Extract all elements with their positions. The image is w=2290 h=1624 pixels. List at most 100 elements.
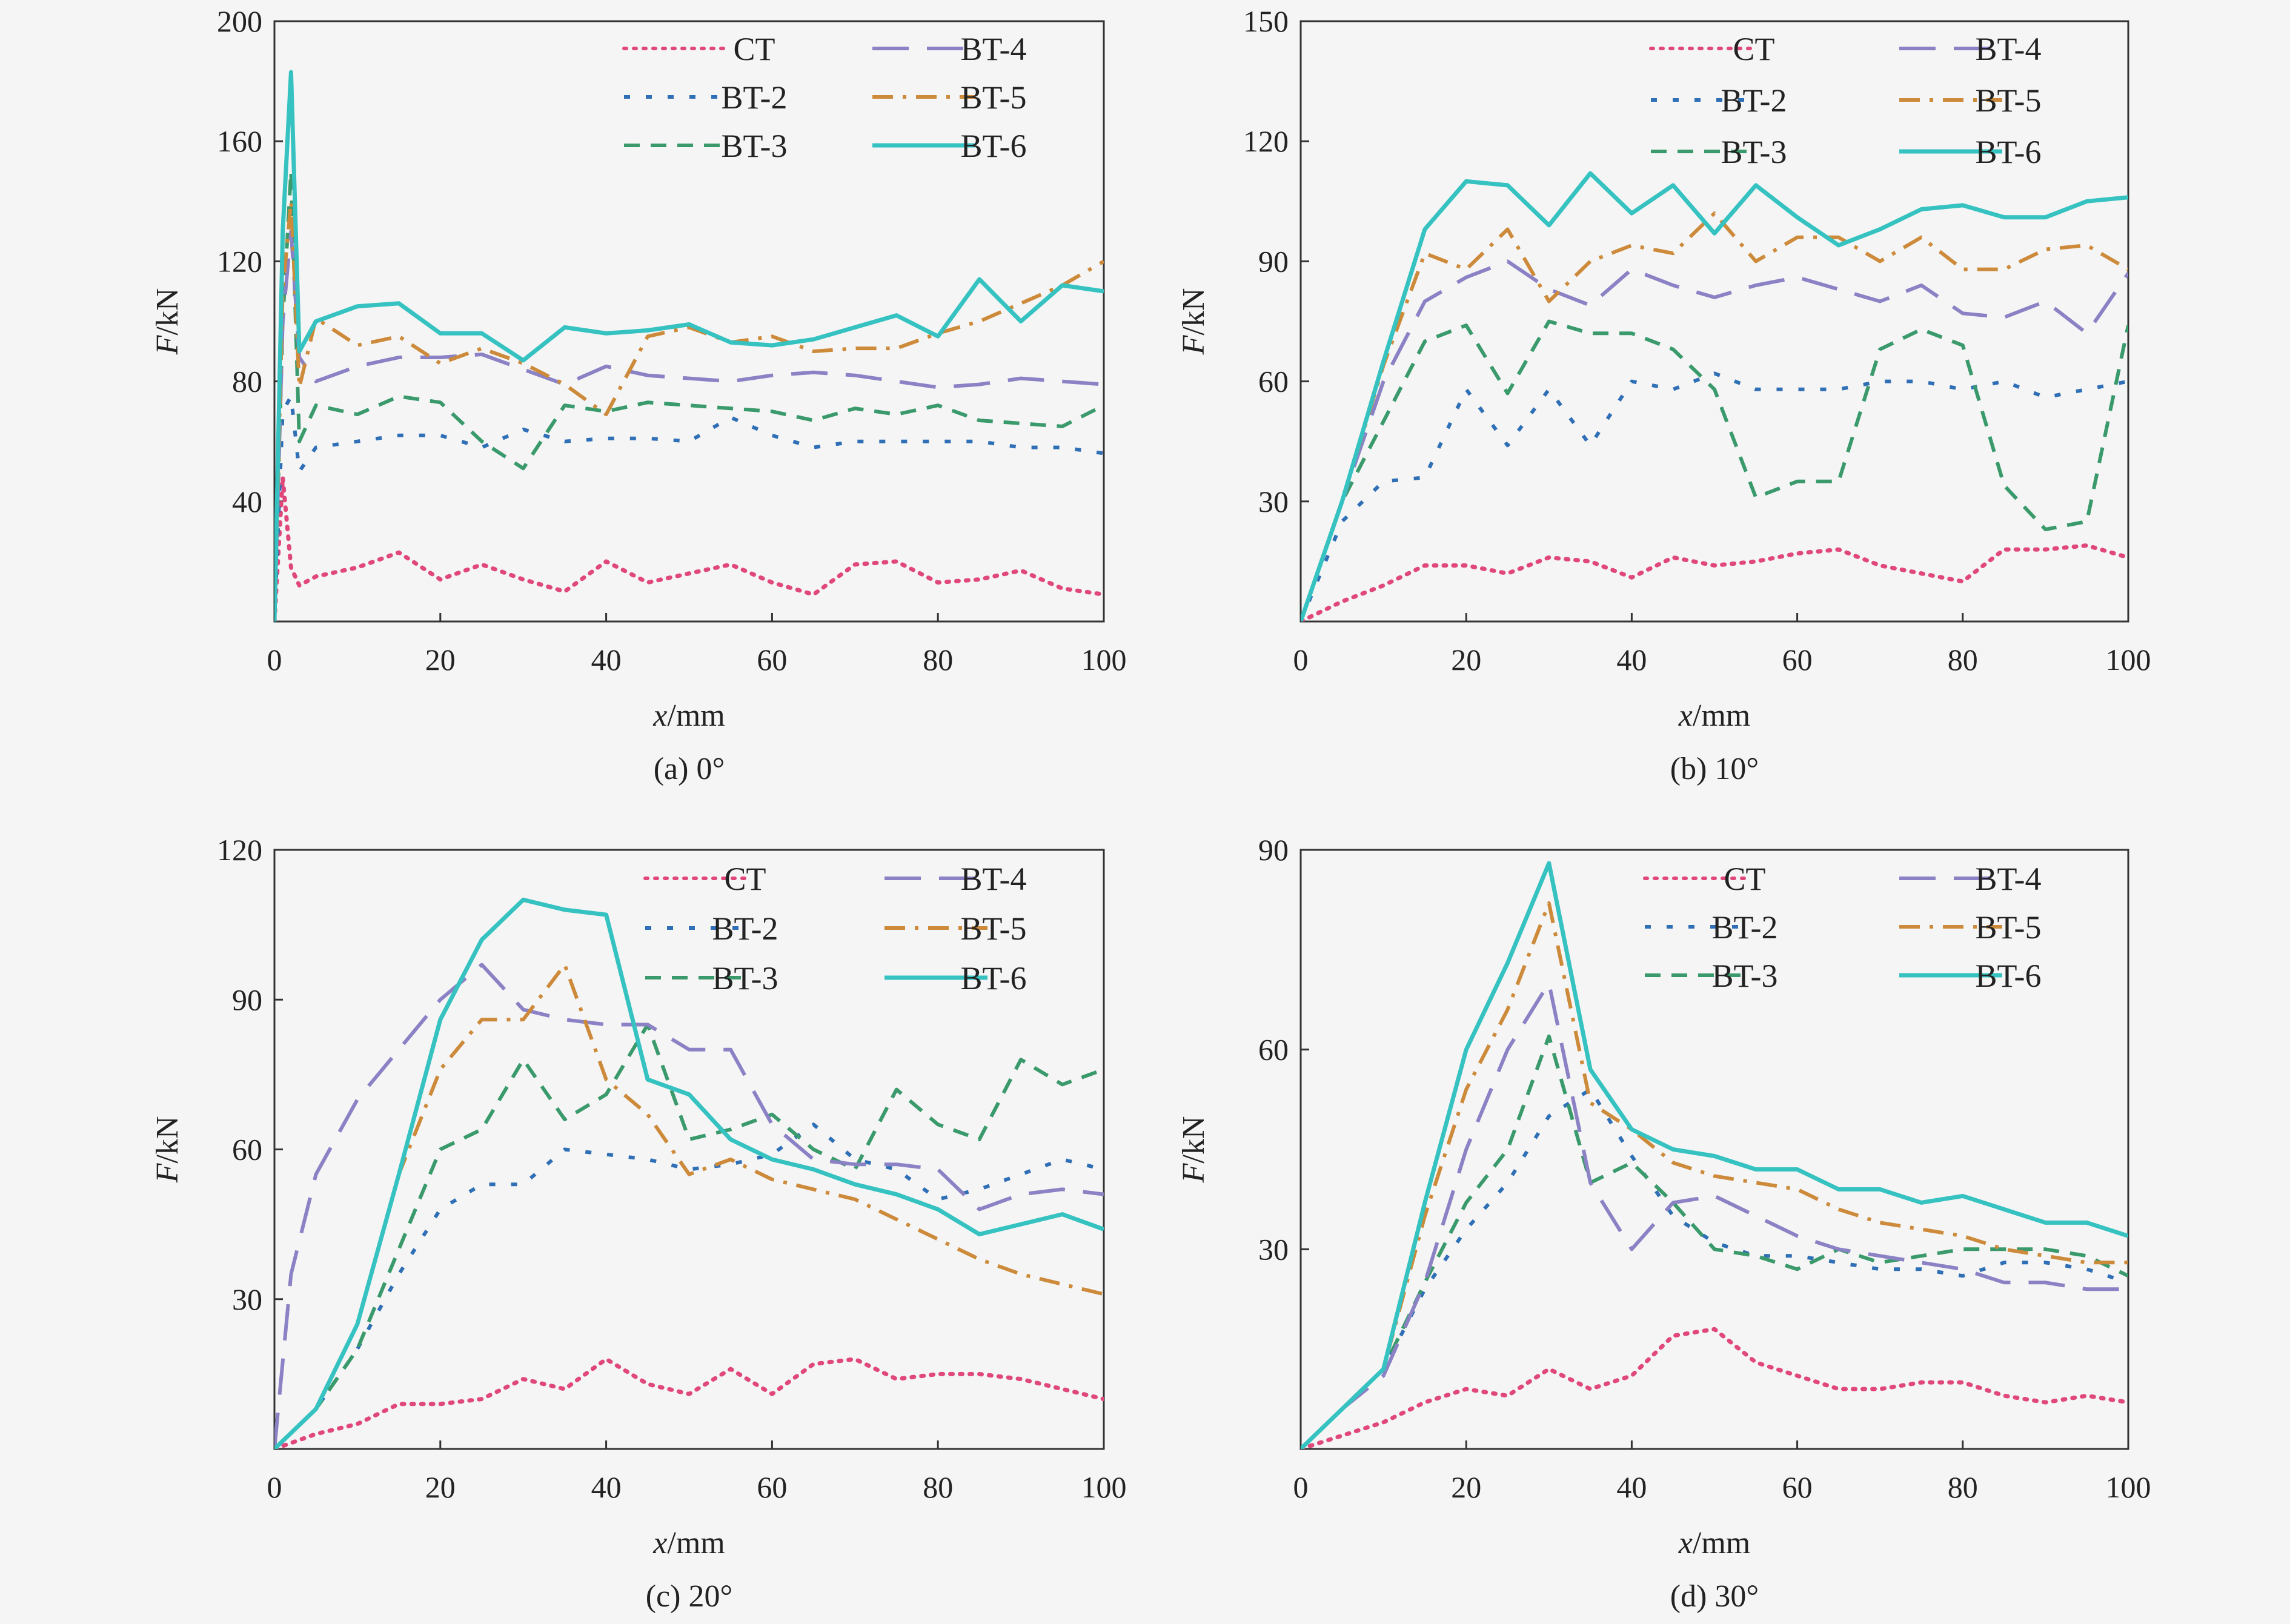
legend-label-bt-5: BT-5 xyxy=(1975,82,2041,119)
series-line-bt-4 xyxy=(274,229,1104,621)
legend-label-ct: CT xyxy=(1724,861,1765,897)
plot-frame xyxy=(1299,849,2129,1450)
legend-label-bt-4: BT-4 xyxy=(1975,31,2041,67)
y-tick-label: 120 xyxy=(217,833,262,867)
series-line-bt-2 xyxy=(1301,371,2128,621)
x-tick-label: 20 xyxy=(1451,1470,1481,1504)
x-axis-label-var: x xyxy=(1678,1526,1693,1560)
x-tick-label: 20 xyxy=(425,1470,456,1504)
y-tick-label: 60 xyxy=(1258,365,1289,399)
series-line-ct xyxy=(1301,1327,2128,1449)
y-tick-label: 80 xyxy=(232,365,262,399)
legend: CT BT-2 BT-3 BT-4 BT-5 BT-6 xyxy=(1649,31,2042,170)
legend-label-bt-2: BT-2 xyxy=(712,910,778,947)
legend-label-ct: CT xyxy=(733,31,775,67)
y-tick-label: 90 xyxy=(232,983,262,1016)
x-tick-label: 60 xyxy=(757,1470,787,1504)
x-axis-label-var: x xyxy=(652,1526,667,1560)
series-line-bt-5 xyxy=(1301,901,2128,1449)
legend: CT BT-4 BT-2 BT-5 BT-3 BT-6 xyxy=(643,861,1027,996)
y-tick-label: 40 xyxy=(232,485,262,519)
y-axis-label-unit: /kN xyxy=(1177,288,1211,336)
legend: CT BT-2 BT-3 BT-4 BT-5 BT-6 xyxy=(622,31,1027,164)
series-line-bt-3 xyxy=(1301,319,2128,621)
y-tick-label: 60 xyxy=(232,1133,262,1167)
legend-label-bt-4: BT-4 xyxy=(1975,861,2041,897)
x-tick-label: 40 xyxy=(1616,643,1647,677)
y-axis-label-unit: /kN xyxy=(150,288,185,336)
x-axis-label: x/mm xyxy=(652,1526,725,1560)
x-tick-label: 80 xyxy=(1948,643,1978,677)
panel-caption: (c) 20° xyxy=(646,1579,733,1614)
panel-caption: (a) 0° xyxy=(654,752,725,786)
y-tick-label: 30 xyxy=(1258,485,1289,519)
y-axis-label: F/kN xyxy=(150,288,185,356)
legend-label-bt-3: BT-3 xyxy=(721,128,787,164)
y-axis-label-unit: /kN xyxy=(1177,1116,1211,1164)
series-line-bt-5 xyxy=(1301,211,2128,621)
x-tick-label: 100 xyxy=(2106,1470,2151,1504)
y-tick-label: 60 xyxy=(1258,1033,1289,1067)
chart-panel-3: 0 20 40 60 80 100 30 60 90 120 x/mm F/kN (c) 20° CT BT… xyxy=(150,833,1127,1614)
y-tick-label: 30 xyxy=(232,1282,262,1316)
x-tick-label: 80 xyxy=(1948,1470,1978,1504)
legend-label-bt-6: BT-6 xyxy=(1975,958,2041,994)
legend-label-bt-2: BT-2 xyxy=(1721,82,1787,119)
series-line-bt-4 xyxy=(274,963,1104,1449)
series-line-bt-6 xyxy=(274,70,1104,621)
y-tick-label: 90 xyxy=(1258,833,1289,867)
legend-label-bt-6: BT-6 xyxy=(1975,134,2041,170)
panel-caption: (d) 30° xyxy=(1670,1579,1759,1614)
series-group xyxy=(274,897,1104,1449)
legend-label-bt-3: BT-3 xyxy=(1711,958,1777,994)
plot-frame xyxy=(1299,20,2129,623)
series-line-bt-3 xyxy=(1301,1034,2128,1449)
y-tick-label: 120 xyxy=(217,244,262,278)
legend-label-ct: CT xyxy=(724,861,766,897)
x-axis-label-var: x xyxy=(1678,698,1693,733)
y-axis-label: F/kN xyxy=(150,1116,185,1184)
x-tick-label: 0 xyxy=(267,1470,282,1504)
series-line-bt-6 xyxy=(1301,171,2128,621)
legend-label-bt-5: BT-5 xyxy=(960,910,1026,947)
y-tick-label: 200 xyxy=(217,4,262,38)
series-line-bt-6 xyxy=(274,897,1104,1449)
x-tick-label: 20 xyxy=(1451,643,1481,677)
legend-label-bt-5: BT-5 xyxy=(1975,909,2041,946)
x-tick-label: 0 xyxy=(267,643,282,677)
legend-label-bt-4: BT-4 xyxy=(960,31,1026,67)
plot-frame xyxy=(273,20,1105,623)
legend-label-bt-6: BT-6 xyxy=(960,960,1026,996)
series-line-ct xyxy=(274,475,1104,621)
series-line-ct xyxy=(274,1357,1104,1449)
y-tick-label: 120 xyxy=(1243,124,1289,158)
x-tick-label: 40 xyxy=(591,643,622,677)
series-line-bt-2 xyxy=(274,1122,1104,1449)
legend-label-bt-3: BT-3 xyxy=(712,960,778,996)
x-tick-label: 80 xyxy=(923,643,953,677)
y-tick-label: 150 xyxy=(1243,4,1289,38)
y-tick-label: 90 xyxy=(1258,244,1289,278)
series-line-bt-5 xyxy=(274,963,1104,1449)
series-line-bt-4 xyxy=(1301,259,2128,621)
series-line-bt-3 xyxy=(274,1022,1104,1449)
x-tick-label: 0 xyxy=(1293,643,1309,677)
x-tick-label: 60 xyxy=(1782,643,1813,677)
y-axis-label: F/kN xyxy=(1177,288,1211,356)
y-axis-label: F/kN xyxy=(1177,1116,1211,1184)
series-group xyxy=(1301,861,2128,1449)
series-line-bt-5 xyxy=(274,199,1104,621)
x-tick-label: 100 xyxy=(2106,643,2151,677)
x-axis-label-unit: /mm xyxy=(667,698,725,733)
series-line-bt-6 xyxy=(1301,861,2128,1449)
series-group xyxy=(274,70,1104,621)
chart-panel-2: 0 20 40 60 80 100 30 60 90 120 150 x/mm F/kN (b) 10° C… xyxy=(1177,4,2151,786)
chart-panel-4: 0 20 40 60 80 100 30 60 90 x/mm F/kN (d) 30° CT BT-4 B… xyxy=(1177,833,2151,1614)
series-line-bt-4 xyxy=(1301,981,2128,1449)
x-axis-label: x/mm xyxy=(1678,1526,1750,1560)
legend: CT BT-4 BT-2 BT-5 BT-3 BT-6 xyxy=(1643,861,2042,994)
x-tick-label: 60 xyxy=(1782,1470,1813,1504)
x-tick-label: 40 xyxy=(591,1470,622,1504)
x-tick-label: 20 xyxy=(425,643,456,677)
x-axis-label-var: x xyxy=(652,698,667,733)
